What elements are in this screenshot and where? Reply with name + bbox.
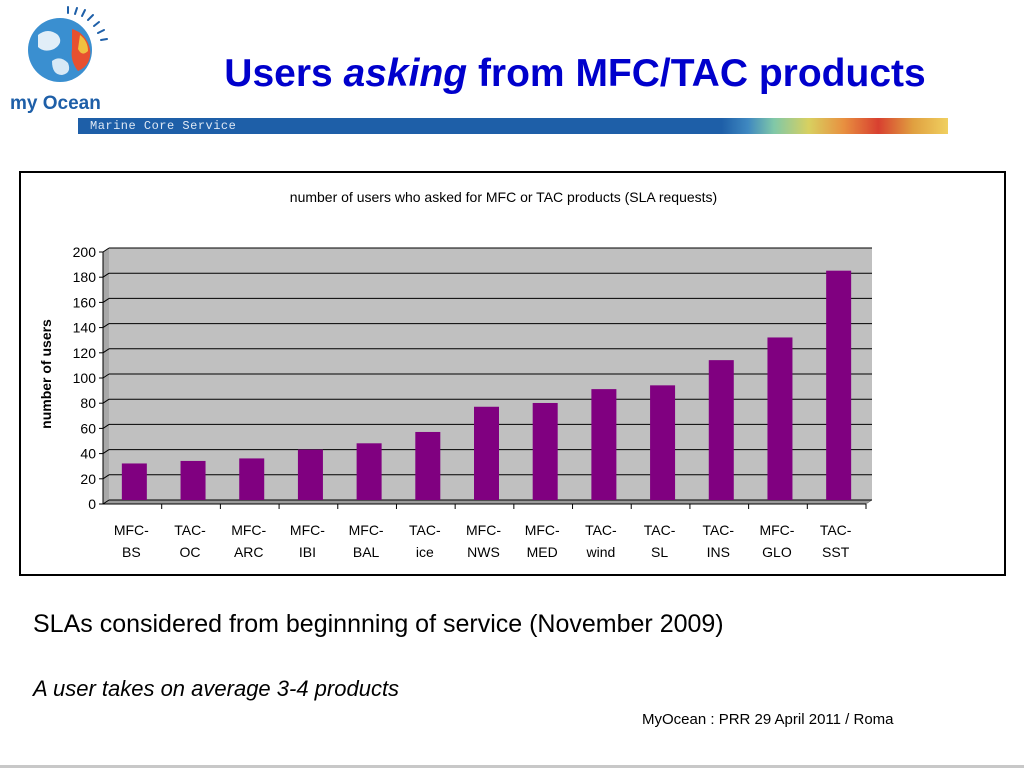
x-tick-label: TAC- bbox=[644, 522, 676, 538]
gridline-side bbox=[102, 398, 110, 404]
page-title: Users asking from MFC/TAC products bbox=[130, 52, 1020, 96]
gridline-side bbox=[102, 297, 110, 303]
bottom-divider bbox=[0, 765, 1024, 768]
x-tick-label: TAC- bbox=[585, 522, 617, 538]
bar-chart: number of users who asked for MFC or TAC… bbox=[38, 189, 873, 560]
y-tick-label: 200 bbox=[73, 244, 97, 260]
gridline-side bbox=[102, 373, 110, 379]
bar bbox=[767, 337, 793, 500]
gridline-side bbox=[102, 474, 110, 480]
x-tick-label: ice bbox=[416, 544, 434, 560]
title-part-before: Users bbox=[224, 52, 344, 95]
x-tick-label: INS bbox=[707, 544, 730, 560]
x-tick-label: TAC- bbox=[174, 522, 206, 538]
chart-frame: number of users who asked for MFC or TAC… bbox=[19, 171, 1006, 576]
bar bbox=[474, 406, 499, 500]
chart-title: number of users who asked for MFC or TAC… bbox=[290, 189, 717, 205]
x-tick-label: MFC- bbox=[466, 522, 501, 538]
bar bbox=[415, 431, 441, 500]
gridline-side bbox=[102, 247, 110, 253]
x-tick-label: BAL bbox=[353, 544, 380, 560]
x-tick-label: MFC- bbox=[231, 522, 266, 538]
x-tick-label: OC bbox=[180, 544, 201, 560]
footer-text: MyOcean : PRR 29 April 2011 / Roma bbox=[642, 711, 894, 728]
bar bbox=[239, 458, 265, 500]
header-banner: Marine Core Service bbox=[78, 118, 948, 134]
y-tick-label: 20 bbox=[80, 471, 96, 487]
x-tick-label: MED bbox=[527, 544, 558, 560]
bar bbox=[591, 389, 617, 500]
x-tick-label: IBI bbox=[299, 544, 316, 560]
x-tick-label: SST bbox=[822, 544, 850, 560]
y-tick-label: 80 bbox=[80, 395, 96, 411]
bar bbox=[708, 360, 734, 500]
gridline-side bbox=[102, 272, 110, 278]
x-tick-label: NWS bbox=[467, 544, 500, 560]
bar bbox=[826, 270, 852, 500]
note-slas-considered: SLAs considered from beginnning of servi… bbox=[33, 610, 724, 638]
bar bbox=[297, 449, 323, 500]
bar bbox=[532, 402, 558, 500]
x-tick-label: ARC bbox=[234, 544, 264, 560]
y-tick-label: 40 bbox=[80, 446, 96, 462]
title-part-after: from MFC/TAC products bbox=[467, 52, 926, 95]
y-tick-label: 100 bbox=[73, 370, 97, 386]
plot-floor bbox=[102, 499, 873, 505]
bar bbox=[650, 385, 676, 500]
y-tick-label: 0 bbox=[88, 496, 96, 512]
gridline-side bbox=[102, 449, 110, 455]
y-tick-label: 140 bbox=[73, 320, 97, 336]
gridline-side bbox=[102, 499, 110, 505]
y-tick-label: 120 bbox=[73, 345, 97, 361]
y-tick-label: 160 bbox=[73, 294, 97, 310]
gridline-side bbox=[102, 348, 110, 354]
x-tick-label: MFC- bbox=[525, 522, 560, 538]
y-axis-label: number of users bbox=[38, 319, 54, 429]
x-tick-label: TAC- bbox=[409, 522, 441, 538]
y-tick-label: 180 bbox=[73, 269, 97, 285]
myocean-logo: my Ocean bbox=[8, 5, 118, 117]
x-tick-label: MFC- bbox=[114, 522, 149, 538]
x-tick-label: MFC- bbox=[759, 522, 794, 538]
logo-text: my Ocean bbox=[10, 93, 101, 114]
bar bbox=[180, 460, 206, 500]
bar bbox=[121, 463, 147, 500]
banner-text: Marine Core Service bbox=[90, 119, 237, 133]
x-tick-label: BS bbox=[122, 544, 141, 560]
gridline-side bbox=[102, 423, 110, 429]
x-tick-label: wind bbox=[585, 544, 615, 560]
x-tick-label: MFC- bbox=[349, 522, 384, 538]
x-tick-label: TAC- bbox=[820, 522, 852, 538]
title-part-italic: asking bbox=[343, 52, 468, 95]
gridline-side bbox=[102, 323, 110, 329]
bar bbox=[356, 443, 382, 500]
x-tick-label: MFC- bbox=[290, 522, 325, 538]
x-tick-label: TAC- bbox=[702, 522, 734, 538]
x-tick-label: GLO bbox=[762, 544, 792, 560]
x-tick-label: SL bbox=[651, 544, 668, 560]
note-user-average: A user takes on average 3-4 products bbox=[33, 676, 400, 701]
y-tick-label: 60 bbox=[80, 420, 96, 436]
